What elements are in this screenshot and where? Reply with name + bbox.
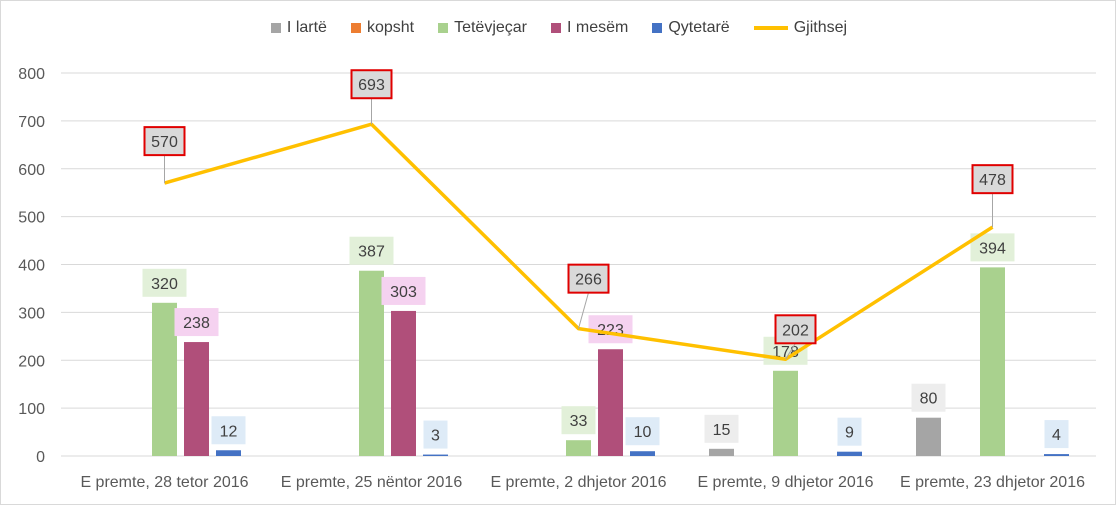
bar-tet-vje-ar — [152, 302, 177, 456]
x-tick-label: E premte, 23 dhjetor 2016 — [900, 474, 1085, 491]
data-label-bg — [625, 417, 660, 446]
bar-i-lart — [916, 417, 941, 456]
data-label: 80 — [920, 391, 938, 408]
bar-qytetar — [216, 450, 241, 456]
data-label: 238 — [183, 315, 210, 332]
bar-i-mes-m — [598, 349, 623, 456]
legend-swatch — [350, 23, 361, 33]
bar-tet-vje-ar — [773, 370, 798, 456]
legend-label: I lartë — [286, 19, 327, 36]
line-data-label: 570 — [151, 134, 178, 151]
legend: I lartë kopsht Tetëvjeçar I mesëm Qytetarë Gj… — [1, 19, 1116, 37]
y-tick-label: 200 — [18, 353, 45, 370]
data-label-bg — [381, 276, 426, 305]
data-label: 3 — [431, 428, 440, 445]
legend-label: Qytetarë — [668, 19, 730, 36]
bar-i-mes-m — [184, 342, 209, 456]
leader-line — [785, 343, 796, 360]
legend-item-kopsht: kopsht — [350, 19, 415, 37]
bar-qytetar — [630, 451, 655, 456]
line-data-label-bg — [971, 164, 1014, 195]
legend-item-gjithsej: Gjithsej — [753, 19, 848, 37]
data-label: 387 — [358, 244, 385, 261]
data-label-bg — [1044, 420, 1069, 449]
y-tick-label: 400 — [18, 258, 45, 275]
data-label: 33 — [570, 413, 588, 430]
bar-i-lart — [709, 448, 734, 456]
x-tick-label: E premte, 9 dhjetor 2016 — [697, 474, 873, 491]
legend-label: Gjithsej — [793, 19, 848, 36]
bar-tet-vje-ar — [359, 270, 384, 456]
legend-label: kopsht — [366, 19, 415, 36]
y-tick-label: 800 — [18, 66, 45, 83]
data-label-bg — [704, 414, 739, 443]
x-tick-label: E premte, 2 dhjetor 2016 — [490, 474, 666, 491]
line-data-label-bg — [774, 314, 817, 345]
data-label-bg — [911, 383, 946, 412]
y-tick-label: 0 — [36, 449, 45, 466]
y-tick-label: 600 — [18, 162, 45, 179]
data-label-bg — [142, 268, 187, 297]
legend-item-i-mes-m: I mesëm — [551, 19, 628, 37]
line-data-label: 202 — [782, 322, 809, 339]
y-tick-label: 300 — [18, 305, 45, 322]
legend-label: Tetëvjeçar — [454, 19, 527, 36]
legend-swatch — [551, 23, 561, 33]
leader-line — [578, 292, 589, 329]
legend-item-qytetar: Qytetarë — [652, 19, 730, 37]
legend-item-tet-vje-ar: Tetëvjeçar — [438, 19, 527, 37]
y-tick-label: 100 — [18, 401, 45, 418]
x-tick-label: E premte, 25 nëntor 2016 — [281, 474, 463, 491]
bar-qytetar — [837, 451, 862, 456]
line-data-label-bg — [567, 263, 610, 294]
data-label-bg — [211, 416, 246, 445]
line-data-label: 478 — [979, 172, 1006, 189]
line-gjithsej — [164, 122, 994, 362]
legend-item-i-lart: I lartë — [270, 19, 327, 37]
data-label: 303 — [390, 284, 417, 301]
data-label-bg — [423, 420, 448, 449]
data-label: 9 — [845, 425, 854, 442]
y-tick-label: 500 — [18, 210, 45, 227]
line-data-label-bg — [143, 126, 186, 157]
legend-swatch — [270, 23, 281, 33]
data-label: 10 — [634, 424, 652, 441]
data-label-bg — [174, 308, 219, 337]
line-data-label-bg — [350, 69, 393, 100]
line-data-label: 266 — [575, 272, 602, 289]
data-label: 320 — [151, 276, 178, 293]
y-tick-label: 700 — [18, 114, 45, 131]
x-tick-label: E premte, 28 tetor 2016 — [80, 474, 248, 491]
legend-swatch — [438, 23, 449, 33]
bar-tet-vje-ar — [980, 267, 1005, 456]
data-label-bg — [588, 315, 633, 344]
data-label: 394 — [979, 240, 1006, 257]
legend-swatch — [753, 26, 788, 30]
data-label-bg — [561, 406, 596, 435]
bar-i-mes-m — [391, 310, 416, 456]
data-label: 15 — [713, 422, 731, 439]
data-label-bg — [837, 417, 862, 446]
data-label-bg — [349, 236, 394, 265]
bar-qytetar — [1044, 454, 1069, 456]
legend-swatch — [652, 23, 663, 33]
legend-label: I mesëm — [567, 19, 629, 36]
line-data-label: 693 — [358, 77, 385, 94]
bar-qytetar — [423, 454, 448, 456]
data-label: 4 — [1052, 427, 1061, 444]
bar-tet-vje-ar — [566, 440, 591, 456]
data-label: 12 — [220, 423, 238, 440]
